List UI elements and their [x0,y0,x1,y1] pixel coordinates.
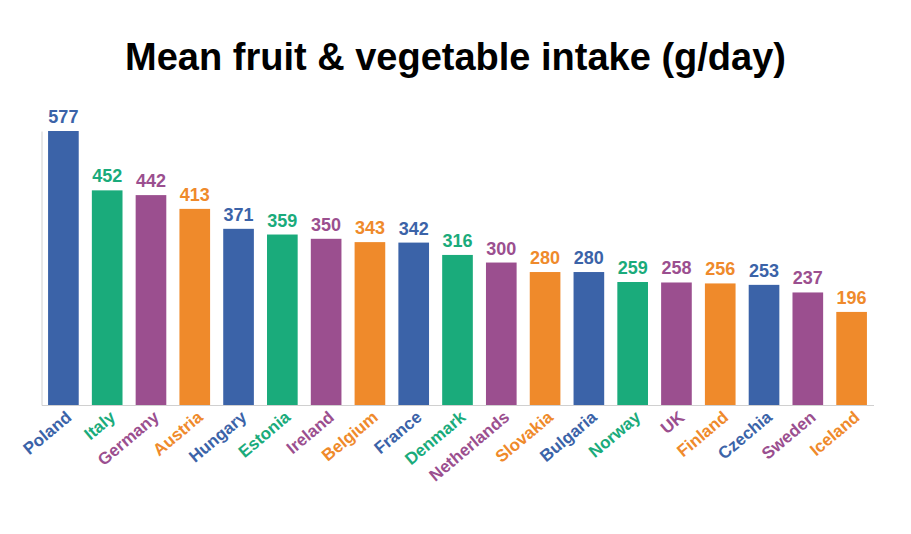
bar [398,243,429,405]
bar [136,195,167,405]
data-label: 359 [267,211,297,231]
x-tick-label: Belgium [318,408,382,466]
bar [661,282,692,405]
data-label: 280 [574,248,604,268]
bar [311,239,342,405]
bar [749,285,780,405]
data-label: 371 [224,205,254,225]
bar [442,255,473,405]
x-tick: Estonia [235,407,295,461]
x-tick-label: Sweden [758,408,819,464]
x-tick-label: Bulgaria [536,407,601,466]
data-label: 316 [442,231,472,251]
x-tick: Bulgaria [536,407,601,466]
bars [48,131,867,405]
data-label: 452 [92,166,122,186]
data-label: 237 [793,268,823,288]
bar [792,292,823,405]
y-axis-line [42,132,43,406]
bar [267,235,298,405]
x-tick: Poland [20,408,76,459]
bar [617,282,648,405]
bar [355,242,386,405]
data-label: 343 [355,218,385,238]
x-tick: Sweden [758,408,819,464]
x-tick: Germany [94,407,163,469]
data-label: 253 [749,261,779,281]
x-tick-label: Norway [585,407,645,461]
data-label: 256 [705,259,735,279]
data-label: 280 [530,248,560,268]
data-label: 342 [399,219,429,239]
x-tick-label: Hungary [185,407,250,466]
data-label: 259 [618,258,648,278]
x-tick: Belgium [318,408,382,466]
data-label: 577 [48,107,78,127]
data-label: 442 [136,171,166,191]
x-tick: Hungary [185,407,250,466]
x-tick-label: Germany [94,407,163,469]
bar [530,272,561,405]
x-tick-label: Iceland [806,408,863,460]
bar [705,283,736,405]
x-tick: UK [657,407,689,438]
data-labels: 577 452 442 413 371 359 350 343 342 316 300 280 280 2… [48,107,866,308]
bar [92,190,123,405]
bar [179,209,210,405]
bar [486,263,517,405]
x-axis-line [42,405,874,406]
x-tick: Iceland [806,408,863,460]
data-label: 258 [661,258,691,278]
bar [574,272,605,405]
bar [223,229,254,405]
bar [48,131,79,405]
x-tick-label: UK [657,407,689,438]
x-tick-label: Poland [20,408,76,459]
x-axis: PolandItalyGermanyAustriaHungaryEstoniaI… [20,406,874,486]
title: Mean fruit & vegetable intake (g/day) [125,36,786,78]
x-tick-label: Estonia [235,407,295,461]
x-tick: Norway [585,407,645,461]
data-label: 350 [311,215,341,235]
data-label: 300 [486,239,516,259]
bar [836,312,867,405]
chart: Mean fruit & vegetable intake (g/day) Pol… [0,0,911,534]
data-label: 196 [837,288,867,308]
y-axis [42,132,43,406]
data-label: 413 [180,185,210,205]
